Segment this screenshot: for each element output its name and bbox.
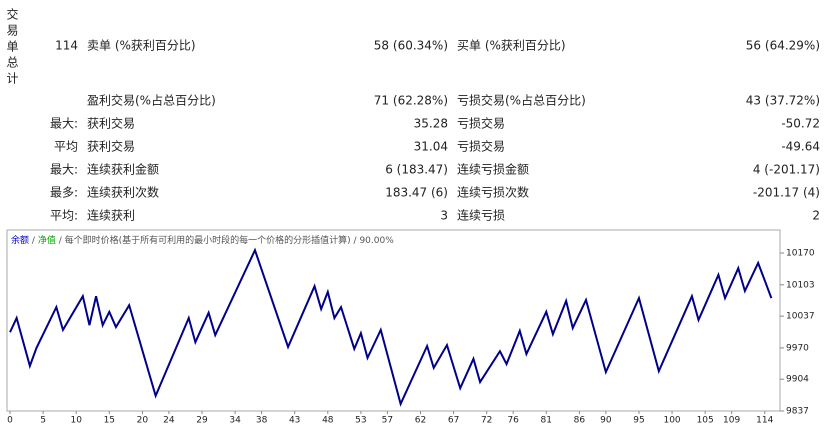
x-tick-label: 15: [104, 416, 115, 426]
row-lead: 最多:: [50, 186, 78, 200]
x-tick-label: 105: [697, 416, 714, 426]
x-tick-label: 67: [448, 416, 459, 426]
row-label: 连续获利: [87, 208, 135, 223]
legend-entry: 90.00%: [359, 236, 394, 246]
row-value: -49.64: [781, 140, 820, 154]
row-label: 亏损交易(%占总百分比): [457, 93, 586, 108]
x-tick-label: 48: [322, 416, 334, 426]
row-value: 3: [440, 209, 448, 223]
x-tick-label: 10: [70, 416, 82, 426]
x-tick-label: 90: [600, 416, 612, 426]
x-tick-label: 114: [756, 416, 773, 426]
row-label: 连续获利次数: [87, 185, 159, 200]
x-tick-label: 57: [382, 416, 393, 426]
x-tick-label: 34: [229, 416, 241, 426]
row-value: 2: [812, 209, 820, 223]
row-label: 获利交易: [87, 139, 135, 154]
row-value: 35.28: [414, 117, 448, 131]
row-value: 43 (37.72%): [746, 94, 820, 108]
row-label: 亏损交易: [457, 139, 505, 154]
legend: 余额 / 净值 / 每个即时价格(基于所有可利用的最小时段的每一个价格的分形插值…: [11, 234, 394, 246]
x-tick-label: 62: [415, 416, 426, 426]
row-label: 卖单 (%获利百分比): [87, 39, 196, 53]
legend-separator: /: [59, 236, 63, 246]
legend-entry: 净值: [38, 234, 56, 246]
legend-separator: /: [354, 236, 358, 246]
row-lead: 114: [55, 39, 78, 53]
x-tick-label: 76: [507, 416, 519, 426]
x-tick-label: 43: [289, 416, 300, 426]
row-label: 连续亏损次数: [457, 185, 529, 200]
legend-entry: 每个即时价格(基于所有可利用的最小时段的每一个价格的分形插值计算): [65, 234, 351, 246]
row-lead: 最大:: [50, 163, 78, 177]
y-tick-label: 9904: [786, 375, 809, 385]
y-tick-label: 10170: [786, 249, 815, 259]
row-value: 71 (62.28%): [374, 94, 448, 108]
side-label: 交易单总计: [5, 7, 19, 88]
legend-entry: 余额: [11, 234, 29, 246]
row-label: 连续亏损金额: [457, 162, 529, 177]
y-tick-label: 10103: [786, 280, 815, 290]
row-lead: 平均:: [50, 209, 78, 223]
row-value: -50.72: [781, 117, 820, 131]
row-value: 4 (-201.17): [753, 163, 820, 177]
row-label: 连续获利金额: [87, 162, 159, 177]
x-tick-label: 5: [40, 416, 46, 426]
row-label: 买单 (%获利百分比): [457, 39, 566, 53]
row-value: 56 (64.29%): [746, 39, 820, 53]
chart-frame: [6, 229, 781, 412]
row-label: 亏损交易: [457, 116, 505, 131]
x-tick-label: 72: [481, 416, 492, 426]
row-value: 6 (183.47): [385, 163, 448, 177]
balance-line: [9, 247, 773, 407]
x-tick-label: 38: [256, 416, 268, 426]
row-label: 盈利交易(%占总百分比): [87, 93, 216, 108]
row-value: 58 (60.34%): [374, 39, 448, 53]
x-tick-label: 109: [723, 416, 740, 426]
x-tick-label: 20: [137, 416, 149, 426]
y-tick-label: 9970: [786, 343, 809, 353]
row-value: 31.04: [414, 140, 448, 154]
row-label: 连续亏损: [457, 208, 505, 223]
x-tick-label: 95: [633, 416, 644, 426]
y-tick-label: 9837: [786, 407, 809, 417]
row-lead: 最大:: [50, 117, 78, 131]
x-tick-label: 100: [663, 416, 680, 426]
x-tick-label: 24: [163, 416, 175, 426]
x-tick-label: 0: [7, 416, 13, 426]
x-tick-label: 29: [196, 416, 208, 426]
row-value: -201.17 (4): [753, 186, 820, 200]
y-tick-label: 10037: [786, 312, 815, 322]
legend-separator: /: [32, 236, 36, 246]
x-tick-label: 86: [574, 416, 586, 426]
x-tick-label: 53: [355, 416, 366, 426]
row-label: 获利交易: [87, 116, 135, 131]
row-lead: 平均: [54, 140, 78, 154]
x-tick-label: 81: [541, 416, 552, 426]
row-value: 183.47 (6): [385, 186, 448, 200]
